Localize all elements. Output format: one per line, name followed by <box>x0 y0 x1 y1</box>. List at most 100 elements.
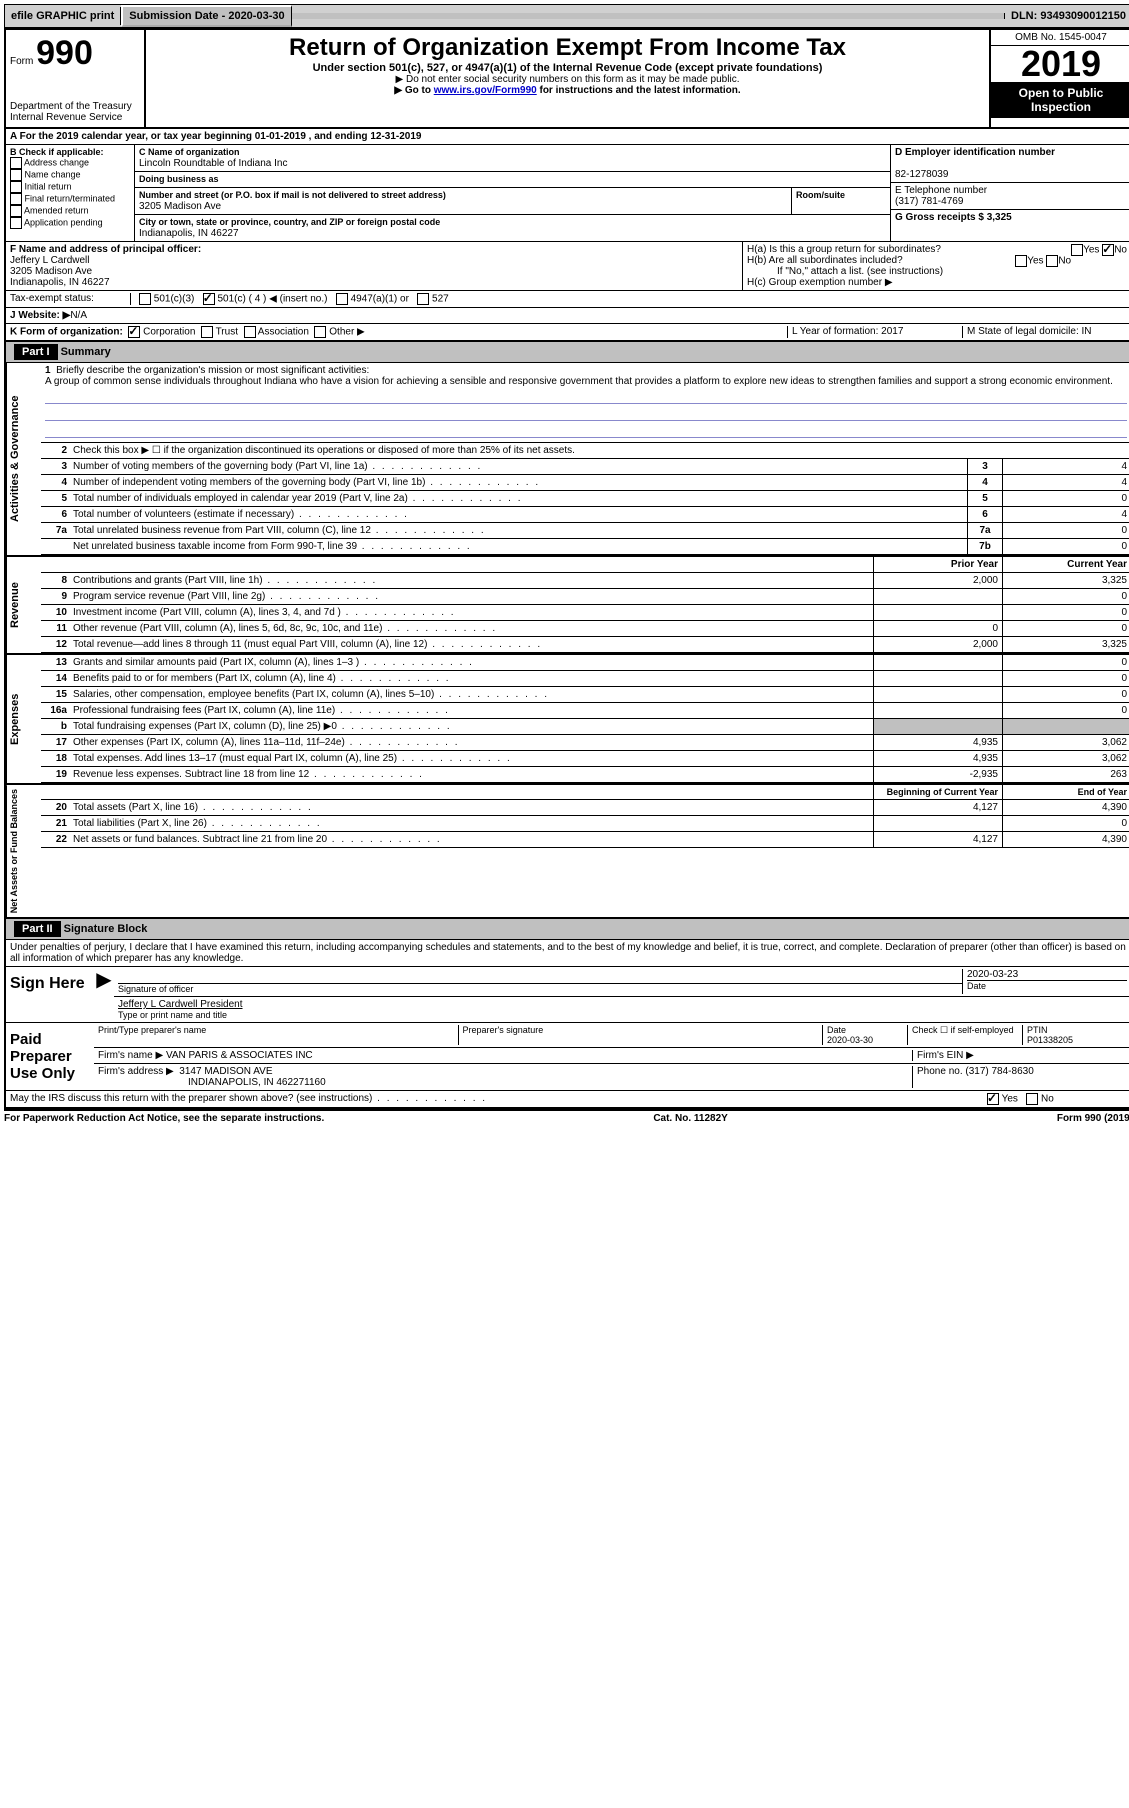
line-desc: Total revenue—add lines 8 through 11 (mu… <box>69 637 873 652</box>
trust-checkbox[interactable] <box>201 326 213 338</box>
application-pending-checkbox[interactable] <box>10 217 22 229</box>
form-note-2: ▶ Go to www.irs.gov/Form990 for instruct… <box>150 85 985 96</box>
line1-num: 1 <box>45 365 51 376</box>
current-val: 3,062 <box>1002 735 1129 750</box>
prep-sig-label: Preparer's signature <box>459 1025 824 1045</box>
line-desc: Program service revenue (Part VIII, line… <box>69 589 873 604</box>
phone-label: Phone no. <box>917 1066 965 1077</box>
corp-checkbox[interactable] <box>128 326 140 338</box>
open-public-badge: Open to Public Inspection <box>991 82 1129 118</box>
hb-yes-checkbox[interactable] <box>1015 255 1027 267</box>
line-num: 15 <box>41 687 69 702</box>
ha-yes-checkbox[interactable] <box>1071 244 1083 256</box>
side-revenue: Revenue <box>6 557 41 653</box>
line-desc: Investment income (Part VIII, column (A)… <box>69 605 873 620</box>
current-val: 4,390 <box>1002 800 1129 815</box>
irs-link[interactable]: www.irs.gov/Form990 <box>434 85 537 96</box>
amended-return-checkbox[interactable] <box>10 205 22 217</box>
prior-val <box>873 719 1002 734</box>
name-change-checkbox[interactable] <box>10 169 22 181</box>
line-num: 10 <box>41 605 69 620</box>
part2-header: Part II Signature Block <box>6 919 1129 940</box>
discuss-yes-checkbox[interactable] <box>987 1093 999 1105</box>
tax-status-options: 501(c)(3) 501(c) ( 4 ) ◀ (insert no.) 49… <box>131 293 1127 305</box>
line-box: 5 <box>967 491 1002 506</box>
line-num: 12 <box>41 637 69 652</box>
line-val: 0 <box>1002 539 1129 554</box>
year-formation: L Year of formation: 2017 <box>787 326 962 338</box>
line-desc: Net assets or fund balances. Subtract li… <box>69 832 873 847</box>
sig-date: 2020-03-23 <box>967 969 1127 980</box>
declaration-text: Under penalties of perjury, I declare th… <box>6 940 1129 967</box>
line-box: 7b <box>967 539 1002 554</box>
prep-date-label: Date <box>827 1025 846 1035</box>
website-label: J Website: ▶ <box>10 310 70 321</box>
501c3-checkbox[interactable] <box>139 293 151 305</box>
current-val: 0 <box>1002 687 1129 702</box>
firm-addr1: 3147 MADISON AVE <box>179 1066 272 1077</box>
tax-year: 2019 <box>991 46 1129 82</box>
hb-no-checkbox[interactable] <box>1046 255 1058 267</box>
officer-label: F Name and address of principal officer: <box>10 244 201 255</box>
room-label: Room/suite <box>796 190 845 200</box>
final-return-checkbox[interactable] <box>10 193 22 205</box>
4947-checkbox[interactable] <box>336 293 348 305</box>
prep-date: 2020-03-30 <box>827 1035 873 1045</box>
line-desc: Professional fundraising fees (Part IX, … <box>69 703 873 718</box>
prior-val <box>873 589 1002 604</box>
line-desc: Total expenses. Add lines 13–17 (must eq… <box>69 751 873 766</box>
mission-label: Briefly describe the organization's miss… <box>56 365 369 376</box>
line2-text: Check this box ▶ ☐ if the organization d… <box>69 443 1129 458</box>
current-val <box>1002 719 1129 734</box>
line-num: 9 <box>41 589 69 604</box>
assoc-checkbox[interactable] <box>244 326 256 338</box>
addr-label: Number and street (or P.O. box if mail i… <box>139 190 446 200</box>
footer-right: Form 990 (2019) <box>1057 1113 1129 1124</box>
current-val: 4,390 <box>1002 832 1129 847</box>
sig-date-label: Date <box>967 980 1127 991</box>
line-desc: Number of voting members of the governin… <box>69 459 967 474</box>
irs-label: Internal Revenue Service <box>10 112 140 123</box>
sig-officer-label: Signature of officer <box>118 983 962 994</box>
prior-val <box>873 655 1002 670</box>
line-val: 4 <box>1002 459 1129 474</box>
firm-ein-label: Firm's EIN ▶ <box>912 1050 1127 1061</box>
line-num: 18 <box>41 751 69 766</box>
line-val: 4 <box>1002 507 1129 522</box>
tax-status-label: Tax-exempt status: <box>10 293 131 305</box>
prior-year-hdr: Prior Year <box>873 557 1002 572</box>
org-name-label: C Name of organization <box>139 147 240 157</box>
side-expenses: Expenses <box>6 655 41 783</box>
501c-checkbox[interactable] <box>203 293 215 305</box>
form-label: Form <box>10 56 33 67</box>
street-address: 3205 Madison Ave <box>139 201 221 212</box>
initial-return-checkbox[interactable] <box>10 181 22 193</box>
line-num: 13 <box>41 655 69 670</box>
line-desc: Grants and similar amounts paid (Part IX… <box>69 655 873 670</box>
ptin-value: P01338205 <box>1027 1035 1073 1045</box>
submission-date-button[interactable]: Submission Date - 2020-03-30 <box>121 5 291 27</box>
527-checkbox[interactable] <box>417 293 429 305</box>
prior-val: 4,935 <box>873 735 1002 750</box>
line-num: 21 <box>41 816 69 831</box>
line-num <box>41 539 69 554</box>
line-desc: Total number of volunteers (estimate if … <box>69 507 967 522</box>
line-num: 3 <box>41 459 69 474</box>
firm-name-label: Firm's name ▶ <box>98 1050 163 1061</box>
form-number: 990 <box>36 34 93 72</box>
line-box: 7a <box>967 523 1002 538</box>
prior-val: -2,935 <box>873 767 1002 782</box>
current-val: 0 <box>1002 589 1129 604</box>
ha-no-checkbox[interactable] <box>1102 244 1114 256</box>
top-bar: efile GRAPHIC print Submission Date - 20… <box>4 4 1129 28</box>
line-num: b <box>41 719 69 734</box>
line-num: 16a <box>41 703 69 718</box>
hb-note: If "No," attach a list. (see instruction… <box>747 266 1127 277</box>
form-org-row: K Form of organization: Corporation Trus… <box>10 326 787 338</box>
address-change-checkbox[interactable] <box>10 157 22 169</box>
line-num: 22 <box>41 832 69 847</box>
line-num: 5 <box>41 491 69 506</box>
discuss-no-checkbox[interactable] <box>1026 1093 1038 1105</box>
prior-val: 2,000 <box>873 573 1002 588</box>
other-checkbox[interactable] <box>314 326 326 338</box>
